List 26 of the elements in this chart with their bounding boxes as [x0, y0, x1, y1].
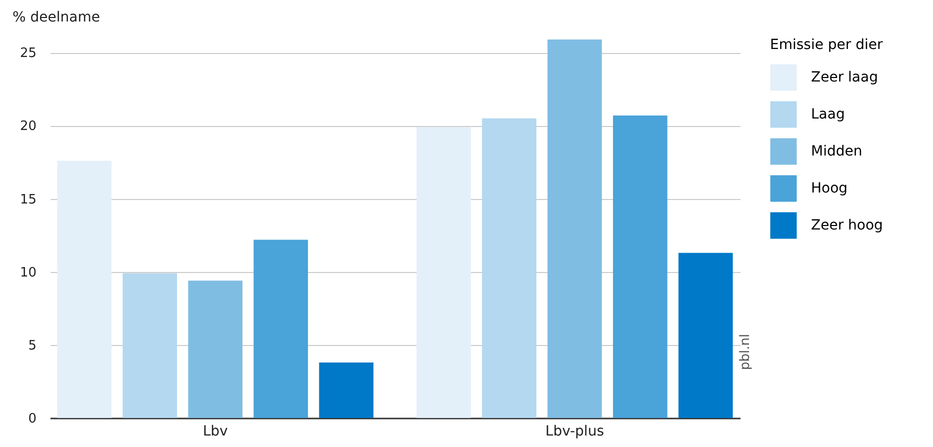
bar — [57, 160, 112, 418]
bar — [548, 39, 602, 418]
bar — [122, 273, 178, 418]
legend-label: Midden — [811, 144, 862, 160]
legend-title: Emissie per dier — [770, 37, 884, 53]
legend-label: Zeer hoog — [811, 218, 883, 234]
x-tick-label: Lbv-plus — [545, 424, 604, 440]
bar — [188, 280, 242, 418]
x-tick-label: Lbv — [202, 424, 228, 440]
y-tick-label: 15 — [20, 192, 36, 208]
bar — [612, 115, 668, 418]
bar — [482, 118, 536, 418]
bar — [254, 240, 308, 418]
y-tick-label: 5 — [28, 338, 36, 354]
y-tick-label: 25 — [20, 46, 36, 62]
y-tick-label: 20 — [20, 119, 36, 134]
y-tick-label: 10 — [20, 265, 36, 280]
annotation: pbl.nl — [738, 334, 753, 370]
legend-label: Laag — [811, 106, 845, 122]
bar — [319, 362, 374, 418]
y-axis-title: % deelname — [12, 10, 100, 26]
legend-label: Zeer laag — [811, 70, 878, 86]
bar — [416, 127, 471, 418]
legend-label: Hoog — [811, 180, 848, 196]
y-tick-label: 0 — [28, 412, 36, 426]
bar — [678, 252, 733, 418]
